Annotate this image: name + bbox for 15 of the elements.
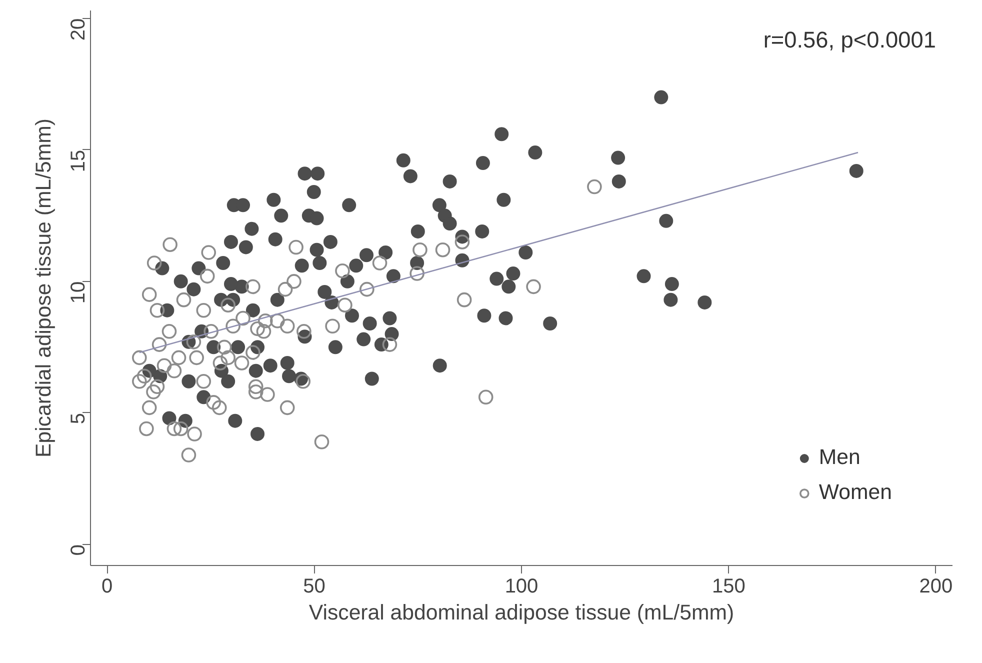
legend-label: Women [818,480,892,505]
x-tick-label: 200 [919,576,953,598]
y-tick-label: 5 [68,412,90,424]
y-tick-label: 10 [68,281,90,304]
legend-label: Men [818,445,860,470]
y-tick-label: 20 [68,18,90,41]
x-axis-title: Visceral abdominal adipose tissue (mL/5mm) [308,600,734,624]
y-axis-title: Epicardial adipose tissue (mL/5mm) [32,118,56,458]
x-tick-label: 50 [303,576,326,598]
y-tick-label: 0 [68,544,90,556]
annotation: r=0.56, p<0.0001 [763,26,936,52]
x-tick-label: 150 [712,576,746,598]
y-tick-label: 15 [68,150,90,172]
x-tick-label: 100 [504,576,538,598]
x-tick-label: 0 [102,576,113,598]
